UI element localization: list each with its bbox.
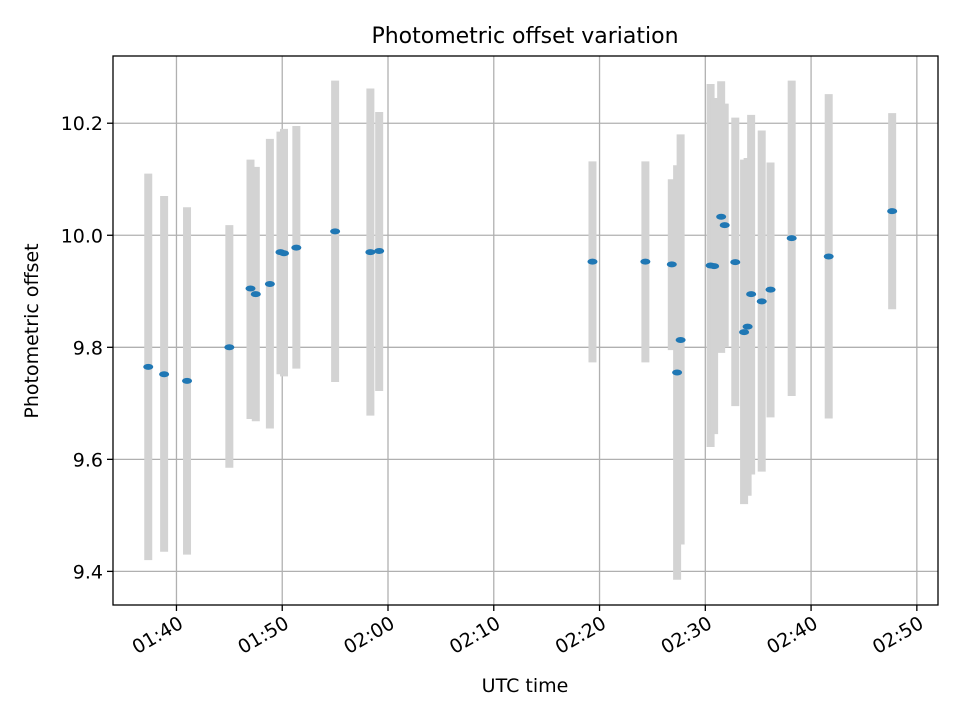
y-tick-label: 10.2	[61, 113, 103, 135]
data-point	[224, 344, 235, 351]
data-point	[716, 213, 727, 220]
y-tick-label: 9.8	[73, 337, 103, 359]
data-point	[730, 259, 741, 266]
data-point	[765, 286, 776, 293]
data-point	[672, 369, 683, 376]
chart-title: Photometric offset variation	[371, 24, 678, 49]
y-tick-label: 9.4	[73, 561, 103, 583]
data-point	[742, 323, 753, 330]
y-tick-label: 10.0	[61, 225, 103, 247]
data-point	[823, 253, 834, 260]
data-point	[640, 258, 651, 265]
data-point	[291, 244, 302, 251]
data-point	[245, 285, 256, 292]
data-point	[719, 222, 730, 229]
data-point	[887, 208, 898, 215]
data-point	[365, 249, 376, 256]
x-axis-label: UTC time	[482, 675, 569, 697]
data-point	[278, 250, 289, 257]
markers	[143, 208, 898, 384]
data-point	[264, 281, 275, 288]
y-axis: 9.4 9.6 9.8 10.0 10.2	[61, 113, 113, 583]
data-point	[786, 235, 797, 242]
data-point	[250, 291, 261, 298]
data-point	[182, 377, 193, 384]
data-point	[374, 247, 385, 254]
data-point	[675, 337, 686, 344]
data-point	[330, 228, 341, 235]
y-tick-label: 9.6	[73, 449, 103, 471]
data-point	[709, 263, 720, 270]
data-point	[666, 261, 677, 268]
y-axis-label: Photometric offset	[21, 243, 43, 418]
data-point	[159, 371, 170, 378]
data-point	[587, 258, 598, 265]
data-point	[739, 329, 750, 336]
plot-frame	[112, 55, 939, 606]
data-point	[746, 291, 757, 298]
data-point	[756, 298, 767, 305]
data-point	[143, 363, 154, 370]
